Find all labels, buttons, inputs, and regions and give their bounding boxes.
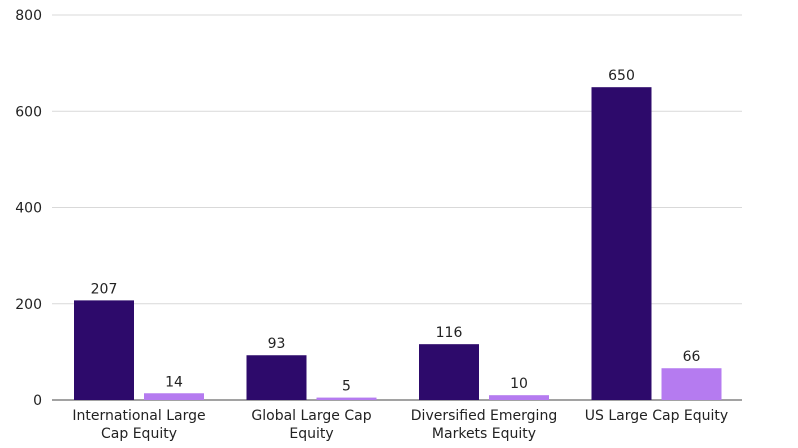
bar-series2-cat4 <box>661 368 722 400</box>
y-tick-label-0: 0 <box>33 393 42 409</box>
data-labels: 207 14 93 5 116 10 650 66 <box>91 68 701 394</box>
bar-series1-cat1 <box>74 300 134 400</box>
category-label-3: Diversified Emerging Markets Equity <box>411 408 557 442</box>
data-label-series2-cat2: 5 <box>342 379 351 395</box>
bar-series1-cat3 <box>419 344 479 400</box>
bar-series1-cat2 <box>246 355 307 400</box>
bars <box>74 87 722 400</box>
data-label-series1-cat1: 207 <box>91 281 118 297</box>
bar-series2-cat3 <box>489 395 549 400</box>
data-label-series2-cat4: 66 <box>683 349 701 365</box>
data-label-series2-cat3: 10 <box>510 376 528 392</box>
y-tick-label-800: 800 <box>15 8 42 24</box>
data-label-series1-cat2: 93 <box>268 336 286 352</box>
data-label-series1-cat3: 116 <box>436 325 463 341</box>
bar-series1-cat4 <box>591 87 652 400</box>
category-label-4: US Large Cap Equity <box>585 408 728 424</box>
category-label-1: International Large Cap Equity <box>72 408 205 442</box>
y-axis-ticks: 0 200 400 600 800 <box>15 8 42 409</box>
y-tick-label-600: 600 <box>15 104 42 120</box>
x-axis-categories: International Large Cap Equity Global Larg… <box>72 408 728 442</box>
bar-series2-cat1 <box>144 393 204 400</box>
data-label-series2-cat1: 14 <box>165 374 183 390</box>
bar-series2-cat2 <box>316 397 377 400</box>
y-tick-label-200: 200 <box>15 297 42 313</box>
y-tick-label-400: 400 <box>15 201 42 217</box>
data-label-series1-cat4: 650 <box>608 68 635 84</box>
category-label-2: Global Large Cap Equity <box>251 408 371 442</box>
